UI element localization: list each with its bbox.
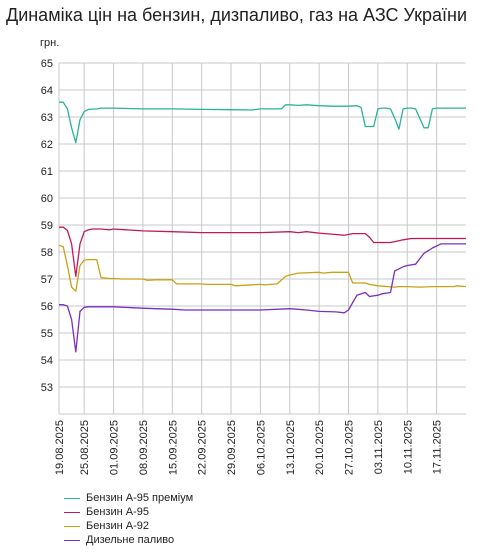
x-tick-label: 03.11.2025 xyxy=(373,420,385,474)
series-line-3 xyxy=(58,244,467,292)
y-tick-label: 61 xyxy=(41,166,53,178)
legend-item: Бензин А-95 xyxy=(64,505,193,519)
y-tick-label: 62 xyxy=(41,139,53,151)
legend-swatch xyxy=(64,497,80,499)
x-tick-label: 20.10.2025 xyxy=(314,420,326,475)
y-tick-label: 64 xyxy=(41,85,53,97)
x-tick-label: 27.10.2025 xyxy=(344,420,356,475)
x-axis-ticks: 19.08.2025 25.08.2025 01.09.2025 08.09.2025… xyxy=(54,420,444,475)
y-axis-ticks: 53 54 55 56 57 58 59 60 61 62 63 64 65 xyxy=(41,58,53,394)
legend: Бензин А-95 преміум Бензин А-95 Бензин А-9… xyxy=(64,491,193,547)
y-tick-label: 56 xyxy=(41,301,53,313)
x-tick-label: 25.08.2025 xyxy=(79,420,91,475)
series-line-4 xyxy=(59,243,466,353)
legend-item: Дизельне паливо xyxy=(64,533,193,547)
series-line-1 xyxy=(59,101,466,144)
x-tick-label: 06.10.2025 xyxy=(255,420,267,475)
x-tick-label: 08.09.2025 xyxy=(138,420,150,475)
chart-title: Динаміка цін на бензин, дизпаливо, газ н… xyxy=(6,5,468,25)
legend-swatch xyxy=(64,539,80,541)
x-tick-label: 29.09.2025 xyxy=(226,420,238,475)
x-tick-label: 13.10.2025 xyxy=(285,420,297,475)
legend-item: Бензин А-92 xyxy=(64,519,193,533)
legend-item: Бензин А-95 преміум xyxy=(64,491,193,505)
legend-label: Дизельне паливо xyxy=(86,534,175,546)
x-tick-label: 19.08.2025 xyxy=(54,420,66,475)
grid xyxy=(58,62,466,415)
legend-swatch xyxy=(64,511,80,513)
x-tick-label: 17.11.2025 xyxy=(432,420,444,474)
y-tick-label: 54 xyxy=(41,355,53,367)
legend-label: Бензин А-95 xyxy=(86,506,149,518)
y-tick-label: 65 xyxy=(41,58,53,70)
series-lines xyxy=(58,101,467,353)
y-axis-unit: грн. xyxy=(40,37,59,49)
legend-label: Бензин А-95 преміум xyxy=(86,492,194,504)
y-tick-label: 58 xyxy=(41,247,53,259)
series-line-2 xyxy=(59,226,466,277)
x-tick-label: 15.09.2025 xyxy=(167,420,179,475)
legend-label: Бензин А-92 xyxy=(86,520,149,532)
y-tick-label: 59 xyxy=(41,220,53,232)
legend-swatch xyxy=(64,525,80,527)
x-tick-label: 22.09.2025 xyxy=(197,420,209,475)
y-tick-label: 63 xyxy=(41,112,53,124)
y-tick-label: 57 xyxy=(41,274,53,286)
y-tick-label: 60 xyxy=(41,193,53,205)
y-tick-label: 53 xyxy=(41,382,53,394)
x-tick-label: 10.11.2025 xyxy=(402,420,414,474)
x-tick-label: 01.09.2025 xyxy=(109,420,121,475)
y-tick-label: 55 xyxy=(41,328,53,340)
